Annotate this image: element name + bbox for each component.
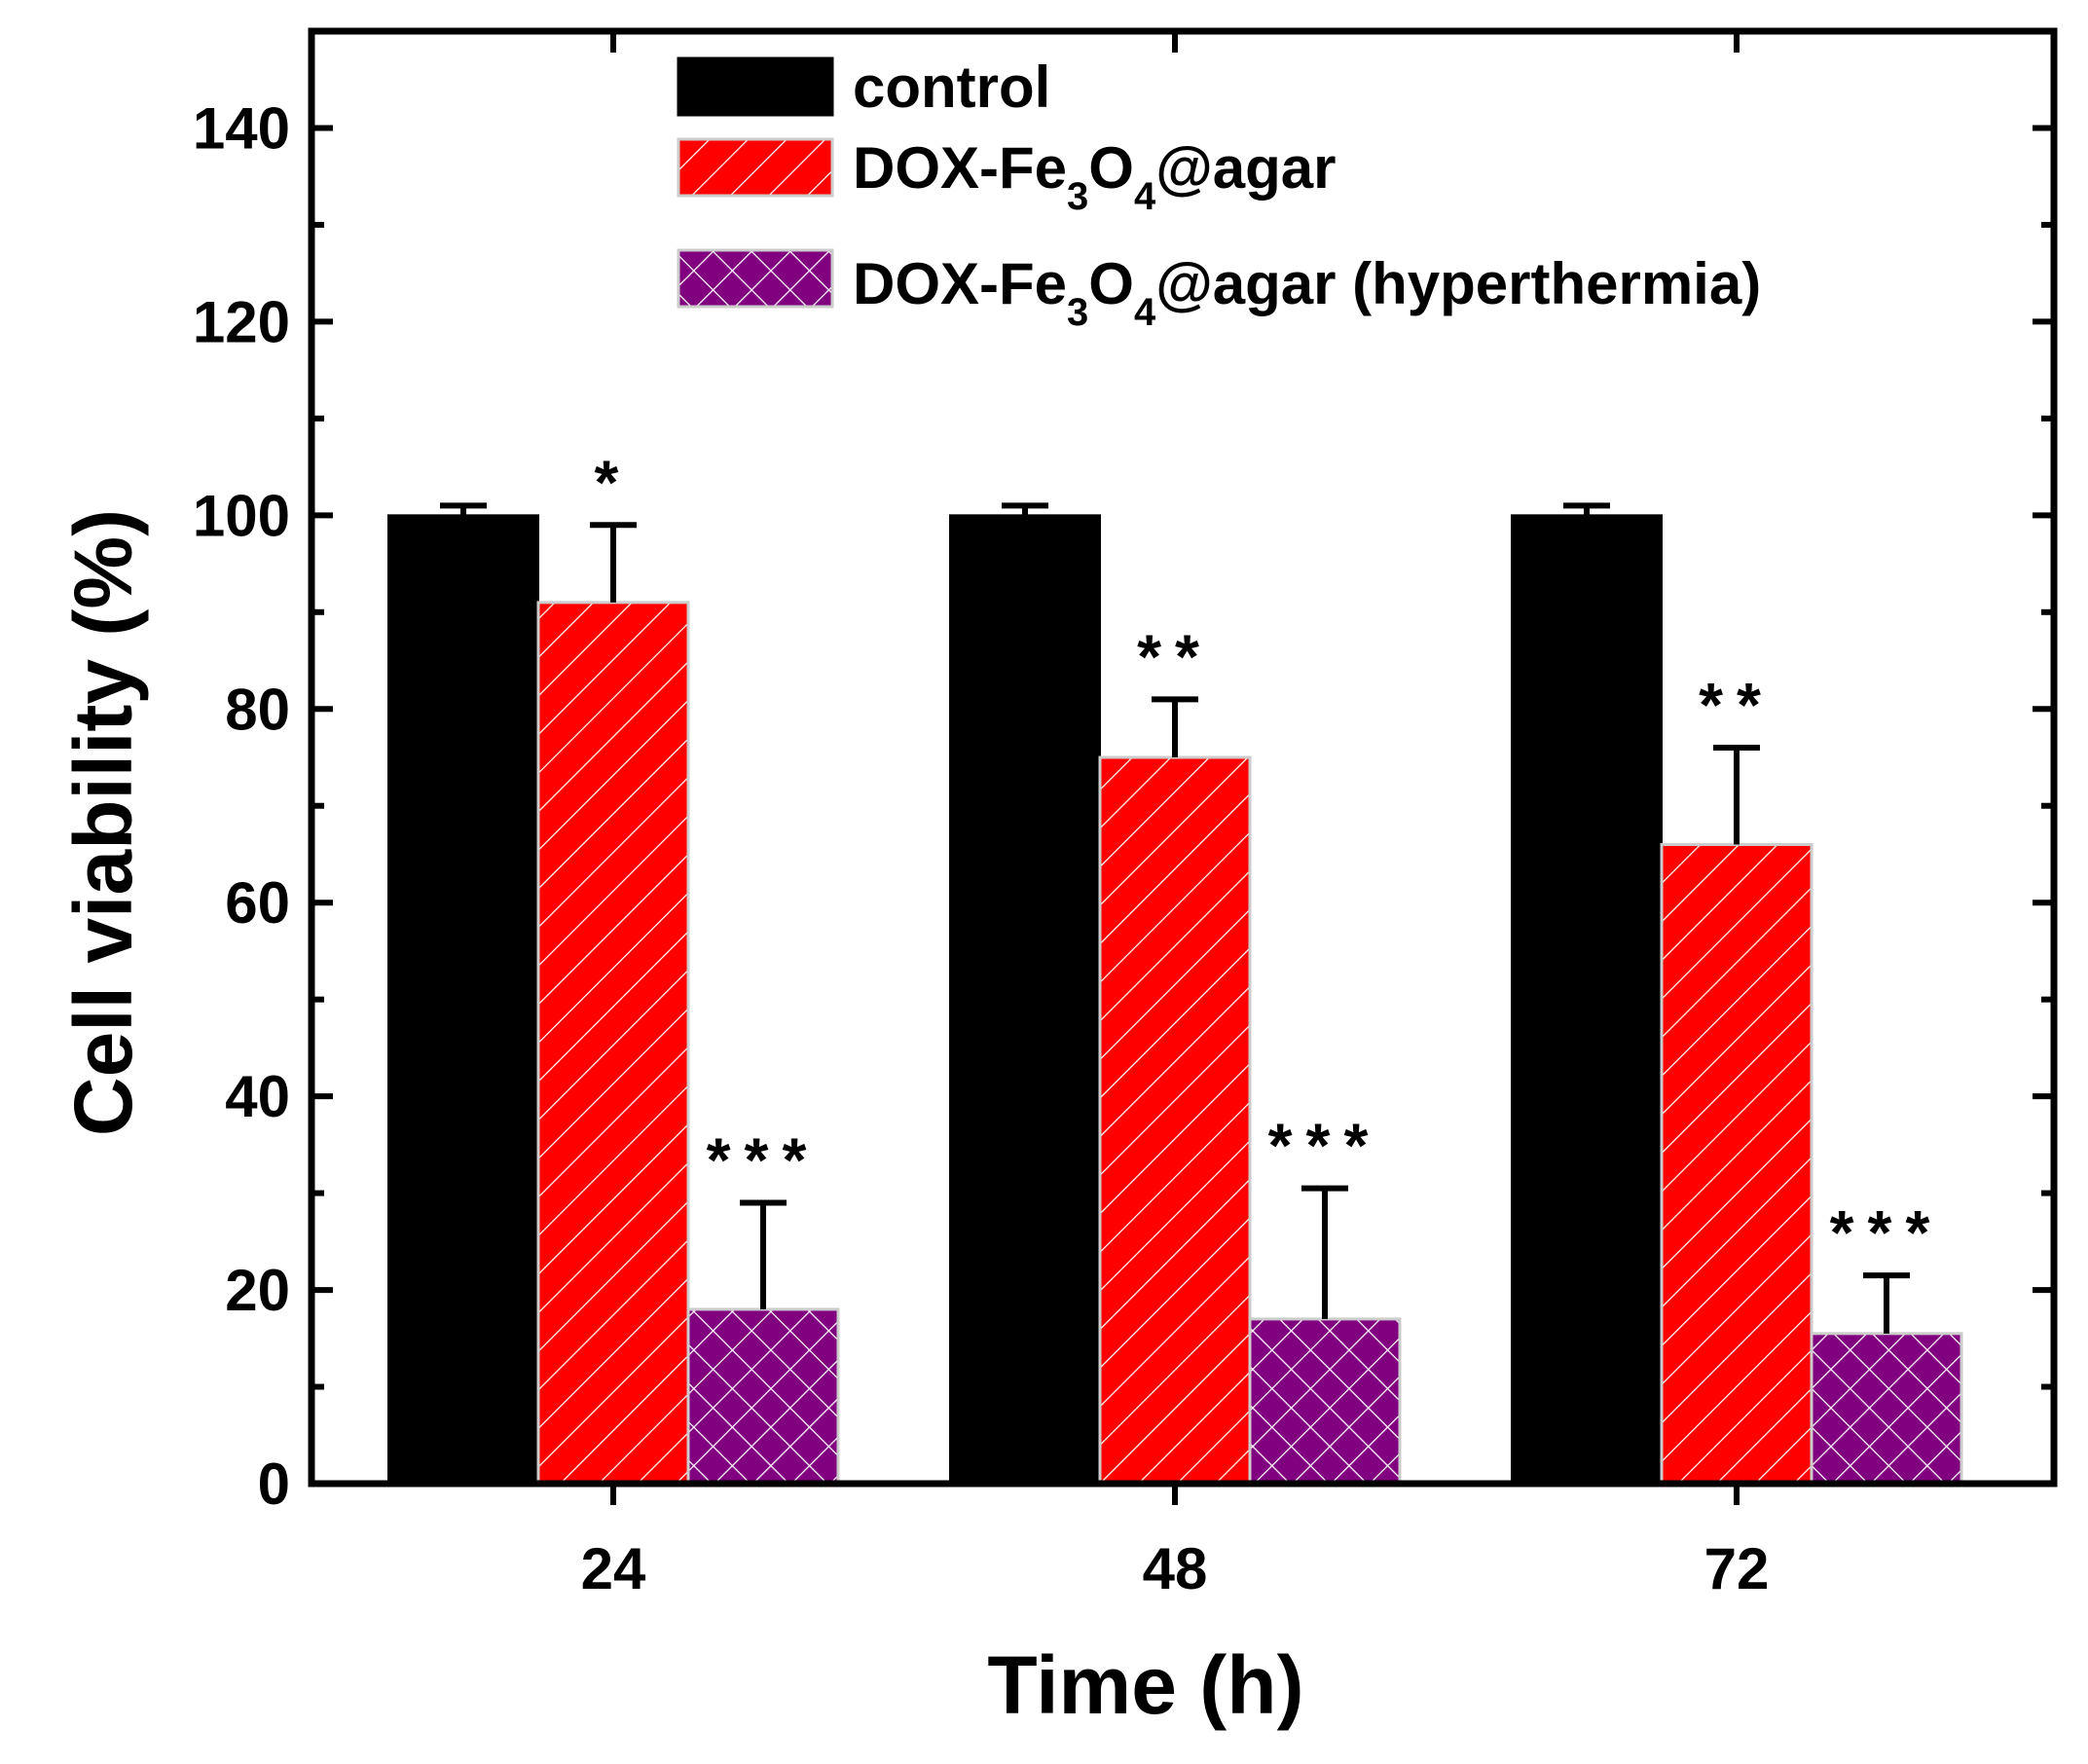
bar: [387, 514, 539, 1485]
legend-text-part: DOX-Fe: [853, 251, 1067, 316]
legend-text-part: @agar (hyperthermia): [1155, 251, 1761, 316]
significance-label: ***: [1830, 1197, 1944, 1268]
x-tick-label: 72: [1704, 1536, 1770, 1601]
legend-subscript: 3: [1067, 291, 1088, 334]
legend-label: control: [853, 55, 1050, 120]
bar: [1810, 1332, 1963, 1486]
legend-label: DOX-Fe3O4@agar: [853, 135, 1336, 218]
y-tick-label: 120: [193, 289, 290, 354]
y-tick-label: 80: [225, 677, 290, 742]
significance-label: ***: [1268, 1111, 1382, 1181]
legend-label: DOX-Fe3O4@agar (hyperthermia): [853, 251, 1761, 334]
y-tick-label: 60: [225, 870, 290, 936]
legend-swatch: [677, 137, 834, 198]
y-tick-label: 140: [193, 95, 290, 161]
x-tick-label: 24: [581, 1536, 646, 1601]
legend-text-part: @agar: [1155, 135, 1336, 201]
y-axis-title: Cell viability (%): [57, 509, 149, 1136]
bar: [536, 601, 690, 1486]
legend-text-part: O: [1088, 135, 1134, 201]
legend-subscript: 4: [1134, 175, 1156, 218]
significance-label: **: [1699, 670, 1775, 740]
bar: [1660, 843, 1813, 1486]
y-tick-label: 40: [225, 1064, 290, 1129]
legend-swatch: [677, 248, 834, 309]
significance-label: **: [1137, 621, 1213, 691]
plot-frame: [308, 27, 2058, 1488]
significance-label: *: [595, 447, 633, 517]
y-tick-label: 0: [258, 1452, 290, 1517]
legend-swatch: [677, 56, 834, 117]
bar: [1248, 1317, 1402, 1486]
legend-subscript: 4: [1134, 291, 1156, 334]
legend-text-part: control: [853, 55, 1050, 120]
y-tick-label: 100: [193, 483, 290, 548]
x-tick-label: 48: [1143, 1536, 1208, 1601]
significance-label: ***: [707, 1125, 821, 1195]
x-axis-title: Time (h): [987, 1639, 1303, 1731]
legend-text-part: O: [1088, 251, 1134, 316]
y-tick-label: 20: [225, 1258, 290, 1323]
legend-text-part: DOX-Fe: [853, 135, 1067, 201]
bar: [949, 514, 1101, 1485]
legend-subscript: 3: [1067, 175, 1088, 218]
bar: [1098, 755, 1252, 1486]
bar: [686, 1307, 840, 1486]
bar: [1511, 514, 1663, 1485]
